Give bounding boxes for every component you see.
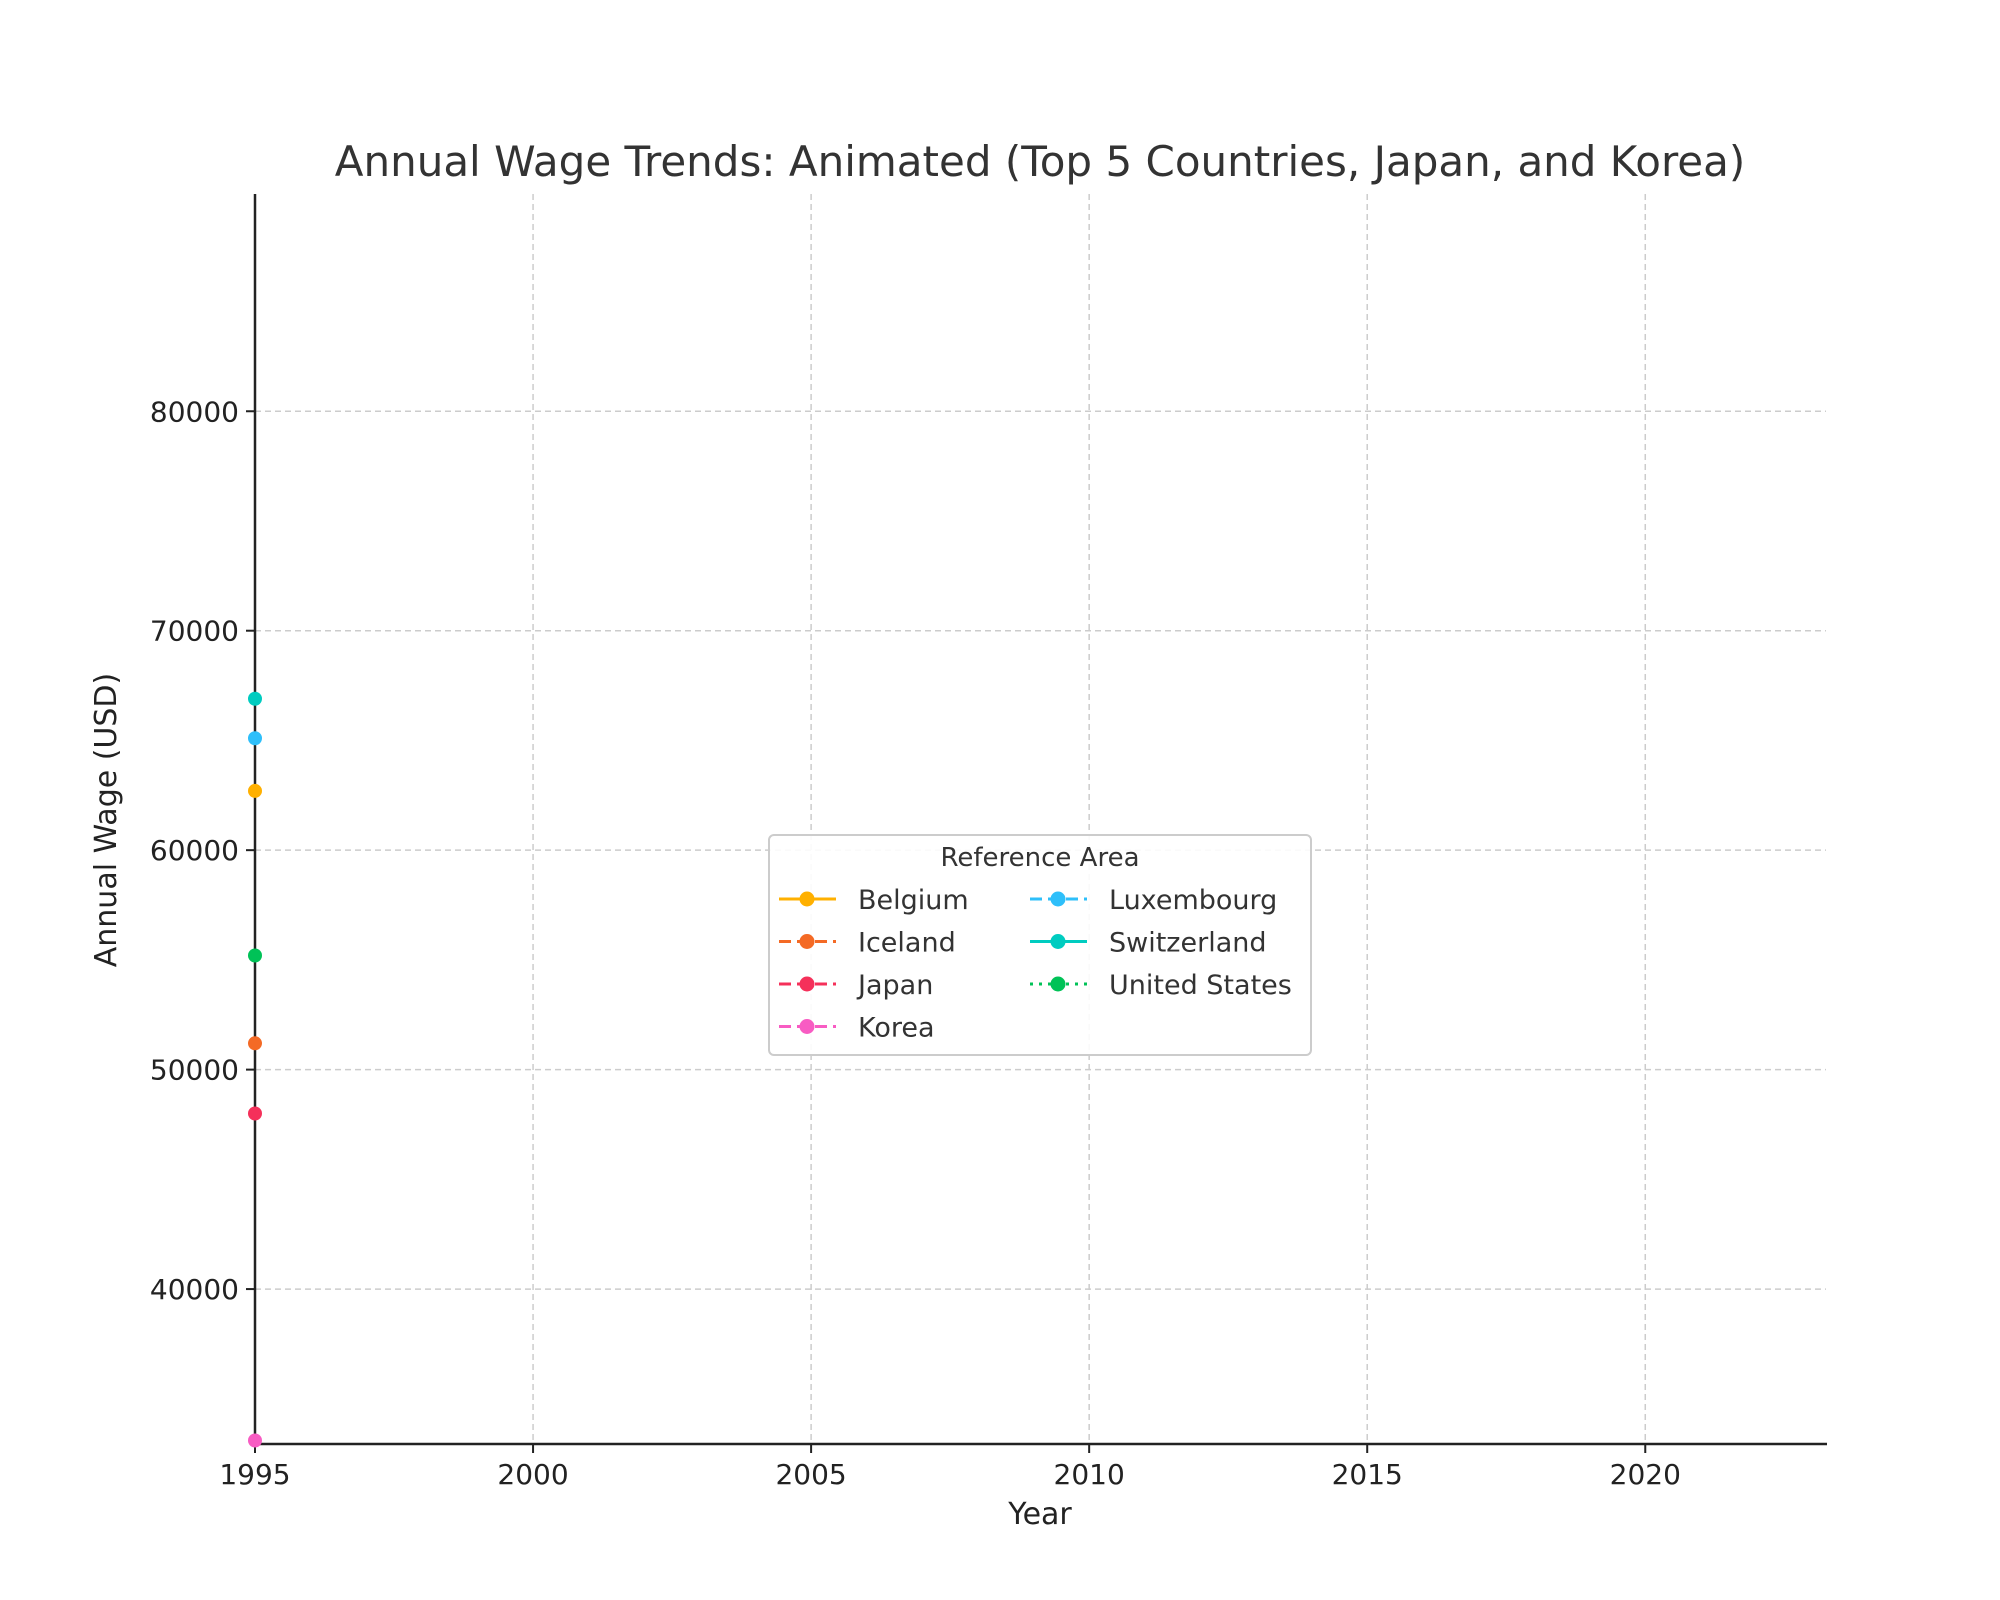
legend-marker-united-states bbox=[1050, 976, 1066, 992]
data-point-united-states bbox=[248, 948, 262, 963]
x-tick-label: 1995 bbox=[219, 1458, 290, 1491]
legend-marker-iceland bbox=[799, 934, 815, 949]
y-tick-label: 60000 bbox=[150, 834, 239, 867]
grid bbox=[255, 194, 1826, 1444]
data-points bbox=[248, 691, 262, 1448]
x-tick-label: 2020 bbox=[1610, 1458, 1681, 1491]
legend-label-korea: Korea bbox=[858, 1013, 935, 1044]
ticks: 1995 2000 2005 2010 2015 2020 40000 50000 60000 7… bbox=[150, 395, 1681, 1491]
x-tick-label: 2000 bbox=[497, 1458, 568, 1491]
y-tick-label: 50000 bbox=[150, 1054, 239, 1087]
legend-title: Reference Area bbox=[940, 843, 1139, 873]
legend-marker-switzerland bbox=[1050, 934, 1066, 949]
legend-marker-belgium bbox=[799, 891, 815, 907]
legend-marker-luxembourg bbox=[1050, 891, 1066, 907]
legend-label-japan: Japan bbox=[856, 970, 933, 1001]
y-tick-label: 40000 bbox=[150, 1273, 239, 1306]
legend-label-belgium: Belgium bbox=[858, 885, 969, 916]
data-point-switzerland bbox=[248, 691, 262, 706]
legend-label-united-states: United States bbox=[1109, 970, 1292, 1001]
data-point-iceland bbox=[248, 1036, 262, 1051]
legend-label-luxembourg: Luxembourg bbox=[1109, 885, 1277, 916]
legend-box bbox=[768, 834, 1312, 1056]
data-point-luxembourg bbox=[248, 731, 262, 746]
x-tick-label: 2015 bbox=[1332, 1458, 1403, 1491]
data-point-korea bbox=[248, 1433, 262, 1448]
data-point-japan bbox=[248, 1106, 262, 1121]
legend-label-switzerland: Switzerland bbox=[1109, 928, 1267, 959]
data-point-belgium bbox=[248, 783, 262, 798]
legend-label-iceland: Iceland bbox=[858, 928, 956, 959]
legend-marker-japan bbox=[799, 976, 815, 992]
legend-marker-korea bbox=[799, 1019, 815, 1034]
y-tick-label: 80000 bbox=[150, 395, 239, 428]
chart-title: Annual Wage Trends: Animated (Top 5 Coun… bbox=[335, 137, 1746, 186]
x-tick-label: 2005 bbox=[775, 1458, 846, 1491]
x-axis-label: Year bbox=[1007, 1497, 1072, 1532]
legend: Reference Area Belgium Iceland Japan Korea L… bbox=[768, 834, 1312, 1056]
y-tick-label: 70000 bbox=[150, 615, 239, 648]
y-axis-label: Annual Wage (USD) bbox=[89, 673, 124, 968]
x-tick-label: 2010 bbox=[1054, 1458, 1125, 1491]
